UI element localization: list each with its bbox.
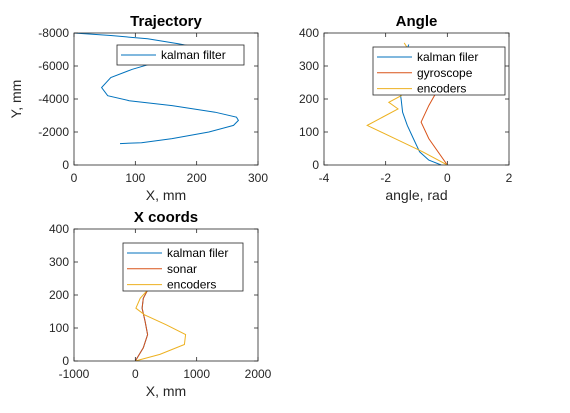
chart-panel-1: 0 100 200 300 -8000 -6000 -4000 -2000 0 Trajector… <box>8 13 268 203</box>
x-tick-label: -4 <box>319 171 330 185</box>
legend-entry: kalman filter <box>161 48 226 62</box>
y-tick-label: 300 <box>299 59 319 73</box>
x-tick-label: -1000 <box>59 367 90 381</box>
legend-entry: kalman filer <box>417 50 478 64</box>
x-tick-label: 100 <box>125 171 145 185</box>
y-tick-label: 100 <box>299 125 319 139</box>
legend-entry: sonar <box>167 262 197 276</box>
x-tick-label: 300 <box>248 171 268 185</box>
x-axis-label: angle, rad <box>385 187 447 203</box>
x-tick-label: -2 <box>380 171 391 185</box>
chart-title: Angle <box>396 13 438 30</box>
x-tick-label: 0 <box>132 367 139 381</box>
legend: kalman filer sonar encoders <box>123 243 243 292</box>
x-tick-label: 2 <box>506 171 513 185</box>
chart-title: X coords <box>134 209 198 226</box>
y-tick-label: 300 <box>49 255 69 269</box>
x-tick-label: 2000 <box>245 367 272 381</box>
y-tick-label: 400 <box>299 26 319 40</box>
y-tick-label: 200 <box>49 288 69 302</box>
y-tick-label: 0 <box>62 354 69 368</box>
chart-title: Trajectory <box>130 13 202 30</box>
y-tick-label: 0 <box>62 158 69 172</box>
y-tick-label: 400 <box>49 222 69 236</box>
legend-entry: encoders <box>417 82 466 96</box>
y-axis-label: Y, mm <box>8 80 24 119</box>
y-tick-label: 0 <box>312 158 319 172</box>
legend-entry: kalman filer <box>167 246 228 260</box>
y-tick-label: 200 <box>299 92 319 106</box>
y-tick-label: -6000 <box>38 59 69 73</box>
legend-entry: encoders <box>167 278 216 292</box>
legend: kalman filer gyroscope encoders <box>373 47 505 96</box>
chart-panel-2: -4 -2 0 2 400 300 200 100 0 Angle angle, rad kalman… <box>299 13 513 203</box>
x-axis-label: X, mm <box>146 187 186 203</box>
y-tick-label: -8000 <box>38 26 69 40</box>
x-tick-label: 1000 <box>183 367 210 381</box>
y-tick-label: -2000 <box>38 125 69 139</box>
x-tick-label: 200 <box>187 171 207 185</box>
x-tick-label: 0 <box>71 171 78 185</box>
x-axis-label: X, mm <box>146 383 186 399</box>
y-tick-label: 100 <box>49 321 69 335</box>
y-tick-label: -4000 <box>38 92 69 106</box>
legend: kalman filter <box>117 45 244 65</box>
x-tick-label: 0 <box>444 171 451 185</box>
legend-entry: gyroscope <box>417 66 473 80</box>
